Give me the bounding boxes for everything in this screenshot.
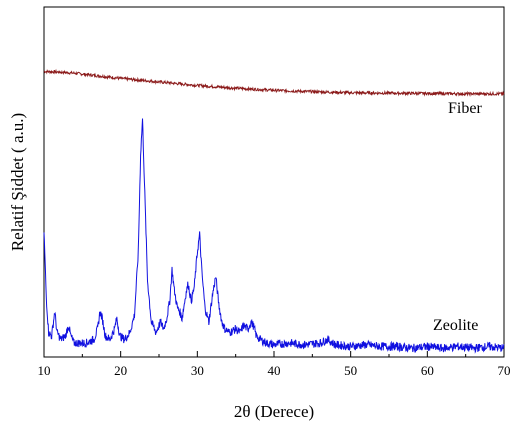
series-label-zeolite: Zeolite xyxy=(433,317,478,334)
x-tick-label: 20 xyxy=(114,363,127,378)
x-tick-label: 70 xyxy=(498,363,510,378)
x-tick-label: 30 xyxy=(191,363,204,378)
x-tick-label: 40 xyxy=(268,363,281,378)
x-tick-label: 50 xyxy=(344,363,357,378)
series-line-zeolite xyxy=(43,118,505,354)
x-axis-ticks: 10 20 30 40 50 60 70 xyxy=(38,351,510,378)
series-line-fiber xyxy=(43,68,505,97)
series-label-fiber: Fiber xyxy=(448,100,482,117)
x-tick-label: 60 xyxy=(421,363,434,378)
plot-frame xyxy=(43,6,505,358)
y-axis-title: Relatif Şiddet ( a.u.) xyxy=(8,113,27,251)
series-layer xyxy=(43,68,505,354)
x-tick-label: 10 xyxy=(38,363,51,378)
x-axis-title: 2θ (Derece) xyxy=(234,402,314,421)
